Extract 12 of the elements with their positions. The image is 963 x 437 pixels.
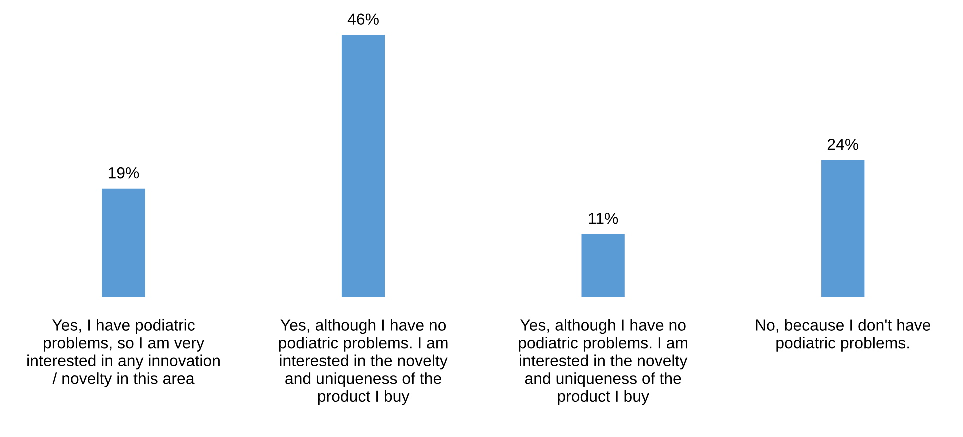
x-tick-label: Yes, although I have no podiatric problems. I am interested in the novelty and uniqueness of the product I buy bbox=[519, 319, 688, 406]
bar bbox=[102, 188, 146, 297]
data-label: 11% bbox=[589, 213, 618, 224]
bar bbox=[822, 160, 865, 297]
x-tick-label: Yes, I have podiatric problems, so I am very interested in any innovation / novelty in this area bbox=[28, 319, 220, 388]
data-label: 24% bbox=[828, 138, 859, 150]
x-tick-label: Yes, although I have no podiatric problems. I am interested in the novelty and uniqueness of the product I buy bbox=[279, 319, 448, 406]
x-tick-label: No, because I don't have podiatric problems. bbox=[756, 319, 931, 352]
bar bbox=[582, 234, 625, 297]
bar bbox=[342, 35, 386, 297]
data-label: 46% bbox=[348, 14, 379, 26]
data-label: 19% bbox=[108, 167, 140, 179]
